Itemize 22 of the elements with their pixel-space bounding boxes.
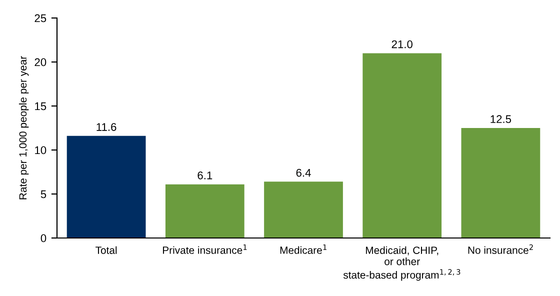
data-label: 11.6 xyxy=(96,123,116,131)
y-tick-label: 0 xyxy=(40,234,46,242)
x-tick-label: No insurance$^{2}$ xyxy=(468,244,533,254)
bar xyxy=(165,184,244,238)
y-tick-label: 5 xyxy=(40,190,46,198)
y-tick-label: 20 xyxy=(34,58,46,66)
x-tick-label: Private insurance$^{1}$ xyxy=(162,244,247,254)
bar xyxy=(264,182,343,238)
data-label: 12.5 xyxy=(490,115,512,124)
y-tick-label: 25 xyxy=(34,14,46,22)
data-label: 6.4 xyxy=(296,168,311,177)
x-tick-label: Medicare$^{1}$ xyxy=(280,244,326,254)
data-label: 6.1 xyxy=(198,171,212,180)
y-tick-label: 10 xyxy=(35,146,46,154)
x-tick-label: Medicaid, CHIP, or other state-based program$^{1,2,3}$ xyxy=(343,246,460,281)
y-tick-label: 15 xyxy=(35,102,46,110)
bar xyxy=(461,128,540,238)
y-axis-title: Rate per 1,000 people per year xyxy=(18,56,29,200)
bar xyxy=(362,53,442,238)
data-label: 21.0 xyxy=(392,40,412,48)
bar xyxy=(66,136,146,238)
x-tick-label: Total xyxy=(96,246,117,254)
